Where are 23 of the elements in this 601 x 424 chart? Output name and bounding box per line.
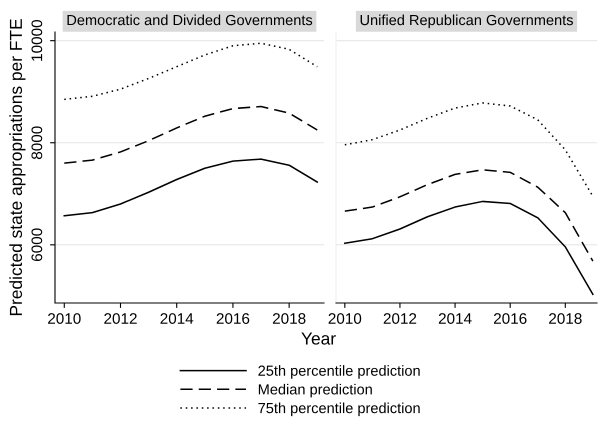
legend-label: 25th percentile prediction	[258, 365, 420, 379]
x-tick-label: 2016	[216, 313, 250, 324]
x-axis-title: Year	[301, 332, 336, 345]
y-tick-label: 6000	[31, 228, 42, 262]
line-series	[64, 158, 318, 216]
x-tick-label: 2010	[328, 313, 362, 324]
y-tick-label: 10000	[31, 20, 42, 61]
chart-title: Democratic and Divided Governments	[68, 14, 312, 26]
y-tick-label: 8000	[31, 126, 42, 160]
y-axis-title: Predicted state appropriations per FTE	[9, 19, 26, 316]
x-tick-label: 2018	[272, 313, 306, 324]
x-tick-label: 2014	[438, 313, 472, 324]
line-series	[64, 106, 318, 164]
legend-label: Median prediction	[258, 384, 372, 398]
x-tick-label: 2014	[160, 313, 194, 324]
legend-label: 75th percentile prediction	[258, 402, 420, 416]
x-tick-label: 2016	[494, 313, 527, 324]
chart-title: Unified Republican Governments	[360, 14, 573, 28]
x-tick-label: 2010	[48, 313, 81, 324]
x-tick-label: 2018	[549, 313, 582, 324]
line-series	[64, 42, 318, 100]
x-tick-label: 2012	[104, 313, 137, 324]
x-tick-label: 2012	[384, 313, 416, 324]
